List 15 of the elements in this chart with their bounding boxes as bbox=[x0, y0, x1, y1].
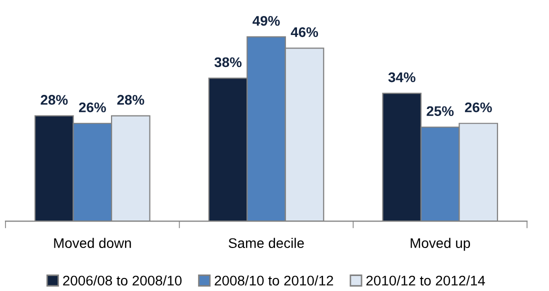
data-label: 28% bbox=[40, 94, 68, 105]
x-tick-label: Same decile bbox=[228, 238, 304, 248]
data-label: 46% bbox=[290, 27, 318, 38]
data-label: 28% bbox=[117, 94, 144, 105]
x-tick-label: Moved down bbox=[54, 238, 131, 248]
data-label: 49% bbox=[252, 16, 280, 26]
x-tick-label: Moved up bbox=[410, 238, 470, 251]
legend-label: 2008/10 to 2010/12 bbox=[214, 275, 334, 286]
data-label: 26% bbox=[464, 102, 492, 112]
legend-label: 2006/08 to 2008/10 bbox=[63, 275, 182, 286]
data-label: 26% bbox=[79, 102, 106, 112]
data-label: 25% bbox=[426, 106, 454, 116]
data-label: 34% bbox=[388, 72, 416, 82]
legend-label: 2010/12 to 2012/14 bbox=[366, 275, 485, 286]
data-label: 38% bbox=[214, 57, 242, 68]
